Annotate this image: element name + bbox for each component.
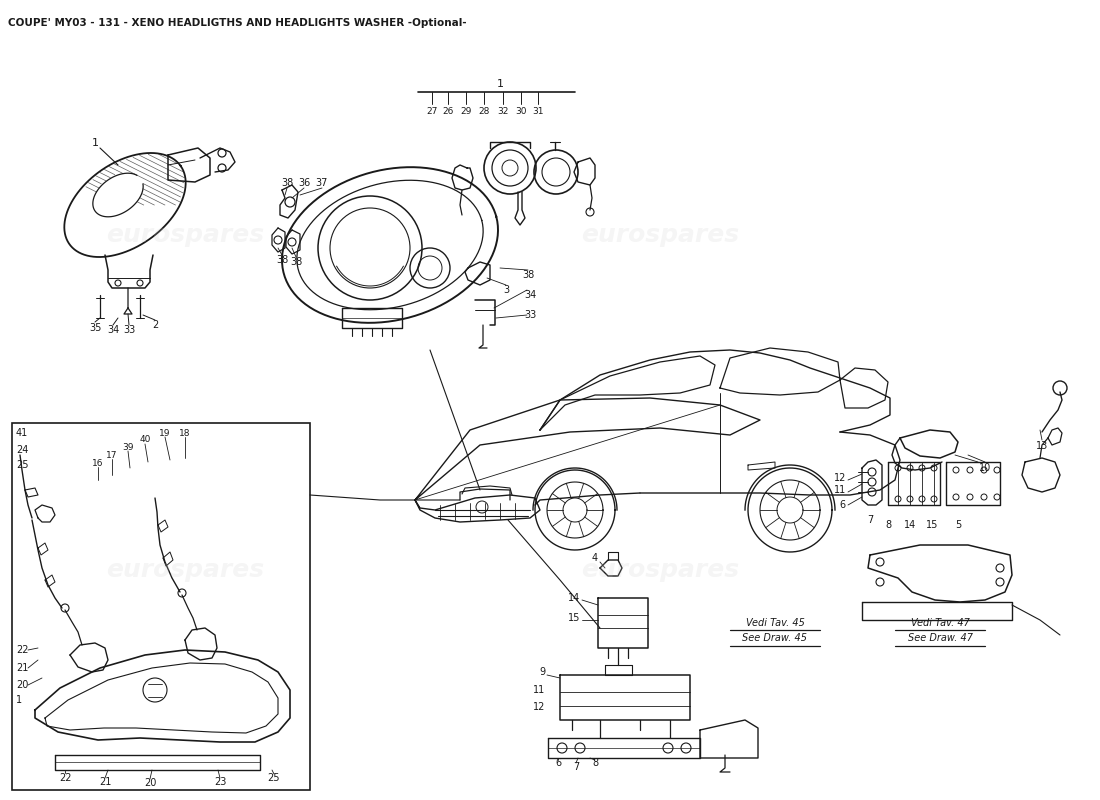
Text: 8: 8 <box>592 758 598 768</box>
Text: Vedi Tav. 47: Vedi Tav. 47 <box>911 618 969 628</box>
Text: See Draw. 45: See Draw. 45 <box>742 633 807 643</box>
Text: 1: 1 <box>16 695 22 705</box>
Text: 25: 25 <box>16 460 29 470</box>
Text: 38: 38 <box>276 255 288 265</box>
Text: 34: 34 <box>524 290 536 300</box>
Text: 20: 20 <box>16 680 29 690</box>
Text: 11: 11 <box>532 685 544 695</box>
Text: 29: 29 <box>460 107 472 117</box>
Text: 8: 8 <box>884 520 891 530</box>
Text: 37: 37 <box>316 178 328 188</box>
Text: 24: 24 <box>16 445 29 455</box>
Text: 27: 27 <box>427 107 438 117</box>
Text: 21: 21 <box>99 777 111 787</box>
Text: 7: 7 <box>867 515 873 525</box>
Text: 12: 12 <box>834 473 846 483</box>
Text: 33: 33 <box>123 325 135 335</box>
Text: 3: 3 <box>503 285 509 295</box>
Text: COUPE' MY03 - 131 - XENO HEADLIGTHS AND HEADLIGHTS WASHER -Optional-: COUPE' MY03 - 131 - XENO HEADLIGTHS AND … <box>8 18 466 28</box>
Text: 26: 26 <box>442 107 453 117</box>
Text: 1: 1 <box>91 138 99 148</box>
Text: 28: 28 <box>478 107 490 117</box>
Text: eurospares: eurospares <box>106 558 264 582</box>
Text: 36: 36 <box>298 178 310 188</box>
Text: 39: 39 <box>122 442 134 451</box>
Text: 30: 30 <box>515 107 527 117</box>
Text: 12: 12 <box>532 702 544 712</box>
Text: 33: 33 <box>524 310 536 320</box>
Bar <box>12 423 310 790</box>
Text: 10: 10 <box>979 463 991 473</box>
Text: 17: 17 <box>107 450 118 459</box>
Text: 14: 14 <box>904 520 916 530</box>
Text: 38: 38 <box>521 270 535 280</box>
Text: 38: 38 <box>290 257 303 267</box>
Text: 38: 38 <box>280 178 293 188</box>
Text: 41: 41 <box>16 428 29 438</box>
Text: 31: 31 <box>532 107 543 117</box>
Text: 22: 22 <box>16 645 29 655</box>
Text: 15: 15 <box>926 520 938 530</box>
Text: 20: 20 <box>144 778 156 788</box>
Text: eurospares: eurospares <box>581 558 739 582</box>
Text: 22: 22 <box>58 773 72 783</box>
Text: 7: 7 <box>573 762 579 772</box>
Text: eurospares: eurospares <box>581 223 739 247</box>
Text: 6: 6 <box>840 500 846 510</box>
Text: 1: 1 <box>496 79 504 89</box>
Text: 21: 21 <box>16 663 29 673</box>
Text: 23: 23 <box>213 777 227 787</box>
Text: 14: 14 <box>568 593 580 603</box>
Text: 13: 13 <box>1036 441 1048 451</box>
Text: See Draw. 47: See Draw. 47 <box>908 633 972 643</box>
Text: 15: 15 <box>568 613 580 623</box>
Text: 25: 25 <box>267 773 280 783</box>
Text: 5: 5 <box>955 520 961 530</box>
Text: 9: 9 <box>539 667 544 677</box>
Text: 35: 35 <box>89 323 101 333</box>
Text: 16: 16 <box>92 458 103 467</box>
Text: 19: 19 <box>160 429 170 438</box>
Text: 40: 40 <box>140 435 151 445</box>
Text: 18: 18 <box>179 429 190 438</box>
Text: 4: 4 <box>592 553 598 563</box>
Text: 11: 11 <box>834 485 846 495</box>
Text: 2: 2 <box>152 320 158 330</box>
Text: 6: 6 <box>554 758 561 768</box>
Text: 32: 32 <box>497 107 508 117</box>
Text: 34: 34 <box>107 325 119 335</box>
Text: Vedi Tav. 45: Vedi Tav. 45 <box>746 618 804 628</box>
Text: eurospares: eurospares <box>106 223 264 247</box>
